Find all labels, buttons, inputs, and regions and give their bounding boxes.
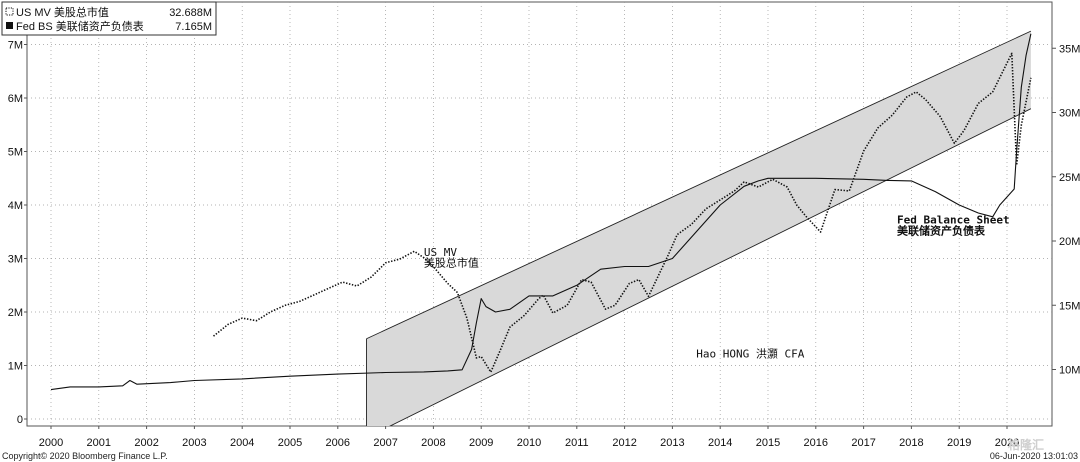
x-tick-label: 2010 xyxy=(517,437,541,449)
y-right-tick-label: 20M xyxy=(1059,236,1080,248)
y-left-tick-label: 2M xyxy=(8,307,23,319)
x-tick-label: 2016 xyxy=(804,437,828,449)
x-tick-label: 2017 xyxy=(851,437,875,449)
timestamp-text: 06-Jun-2020 13:01:03 xyxy=(990,451,1078,461)
chart-annotation: 美联储资产负债表 xyxy=(897,223,986,237)
x-tick-label: 2015 xyxy=(756,437,780,449)
copyright-text: Copyright© 2020 Bloomberg Finance L.P. xyxy=(2,451,168,461)
legend-swatch-fed-bs xyxy=(6,22,13,29)
y-right-tick-label: 30M xyxy=(1059,108,1080,120)
legend-box xyxy=(1,1,217,36)
y-left-tick-label: 3M xyxy=(8,254,23,266)
legend-value-fed-bs: 7.165M xyxy=(175,21,212,33)
legend: US MV 美股总市值 32.688M Fed BS 美联储资产负债表 7.16… xyxy=(1,1,217,36)
x-tick-label: 2008 xyxy=(421,437,445,449)
y-left-tick-label: 0 xyxy=(17,414,23,426)
series-line-us-mv xyxy=(212,52,1032,373)
legend-swatch-us-mv xyxy=(5,7,14,16)
x-tick-label: 2012 xyxy=(612,437,636,449)
y-left-tick-label: 7M xyxy=(8,40,23,52)
left-axis-ticks: 0 1M 2M 3M 4M 5M 6M 7M xyxy=(8,40,27,426)
x-tick-label: 2007 xyxy=(373,437,397,449)
x-tick-label: 2011 xyxy=(565,437,589,449)
chart-annotation: US MV xyxy=(424,246,457,259)
legend-label-us-mv: US MV 美股总市值 xyxy=(16,5,109,19)
x-tick-label: 2002 xyxy=(134,437,158,449)
series-layer xyxy=(50,33,1032,391)
watermark-text: 格隆汇 xyxy=(1008,437,1044,452)
channel-lower-line xyxy=(389,108,1032,426)
y-right-tick-label: 15M xyxy=(1059,300,1080,312)
x-tick-label: 2003 xyxy=(182,437,206,449)
y-right-tick-label: 35M xyxy=(1059,43,1080,55)
series-line-fed-bs xyxy=(50,33,1032,391)
x-tick-label: 2018 xyxy=(899,437,923,449)
y-left-tick-label: 6M xyxy=(8,93,23,105)
y-left-tick-label: 4M xyxy=(8,200,23,212)
x-tick-label: 2000 xyxy=(39,437,63,449)
x-tick-label: 2009 xyxy=(469,437,493,449)
chart-annotation: Fed Balance Sheet xyxy=(897,214,1010,227)
legend-label-fed-bs: Fed BS 美联储资产负债表 xyxy=(16,19,144,33)
y-right-tick-label: 10M xyxy=(1059,365,1080,377)
x-tick-label: 2020 xyxy=(995,437,1019,449)
x-tick-label: 2014 xyxy=(708,437,732,449)
x-tick-label: 2004 xyxy=(230,437,254,449)
x-tick-label: 2006 xyxy=(326,437,350,449)
x-axis-ticks: 2000 2001 2002 2003 2004 2005 2006 2007 2008 2009… xyxy=(39,426,1019,449)
chart-annotation: Hao HONG 洪灝 CFA xyxy=(696,346,804,360)
plot-frame xyxy=(26,1,1053,427)
channel-upper-line xyxy=(366,30,1032,340)
x-tick-label: 2019 xyxy=(947,437,971,449)
right-axis-ticks: 10M 15M 20M 25M 30M 35M xyxy=(1052,43,1080,377)
x-tick-label: 2001 xyxy=(87,437,111,449)
legend-value-us-mv: 32.688M xyxy=(169,7,212,19)
x-tick-label: 2005 xyxy=(278,437,302,449)
x-tick-label: 2013 xyxy=(660,437,684,449)
y-left-tick-label: 1M xyxy=(8,361,23,373)
y-left-tick-label: 5M xyxy=(8,147,23,159)
y-right-tick-label: 25M xyxy=(1059,172,1080,184)
chart-annotation: 美股总市值 xyxy=(424,256,479,270)
